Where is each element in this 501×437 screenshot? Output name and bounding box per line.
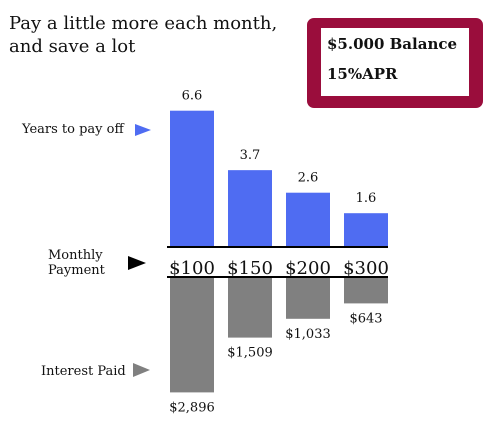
- interest-row-label: Interest Paid: [41, 364, 126, 379]
- years-bar: [344, 213, 388, 246]
- chart-title: Pay a little more each month, and save a…: [9, 12, 289, 58]
- payment-category-label: $200: [285, 258, 331, 279]
- payment-arrow-icon: [128, 256, 146, 270]
- interest-bar: [286, 278, 330, 319]
- interest-bar: [170, 278, 214, 393]
- years-value-label: 1.6: [356, 191, 377, 206]
- interest-bar: [344, 278, 388, 304]
- payment-row-label-line-1: Monthly: [48, 248, 103, 263]
- years-value-label: 2.6: [298, 171, 319, 186]
- years-value-label: 3.7: [240, 148, 261, 163]
- interest-value-label: $643: [349, 311, 382, 326]
- payment-row-label-line-2: Payment: [48, 263, 106, 278]
- years-bar: [286, 192, 330, 246]
- balance-text: $5.000 Balance: [327, 35, 458, 53]
- payment-category-label: $150: [227, 258, 273, 279]
- years-arrow-icon: [135, 124, 151, 136]
- title-line-2: and save a lot: [9, 36, 136, 57]
- title-line-1: Pay a little more each month,: [9, 13, 278, 34]
- loan-info-panel: $5.000 Balance 15%APR: [321, 28, 469, 96]
- payment-category-label: $100: [169, 258, 215, 279]
- loan-info-box: $5.000 Balance 15%APR: [307, 18, 483, 108]
- apr-text: 15%APR: [327, 65, 398, 83]
- interest-value-label: $2,896: [169, 400, 215, 415]
- interest-value-label: $1,033: [285, 327, 331, 342]
- interest-bar: [228, 278, 272, 338]
- interest-value-label: $1,509: [227, 346, 273, 361]
- years-row-label: Years to pay off: [21, 122, 125, 137]
- years-bar: [228, 170, 272, 246]
- payment-category-label: $300: [343, 258, 389, 279]
- interest-arrow-icon: [133, 363, 150, 377]
- years-bar: [170, 110, 214, 246]
- years-value-label: 6.6: [182, 89, 203, 104]
